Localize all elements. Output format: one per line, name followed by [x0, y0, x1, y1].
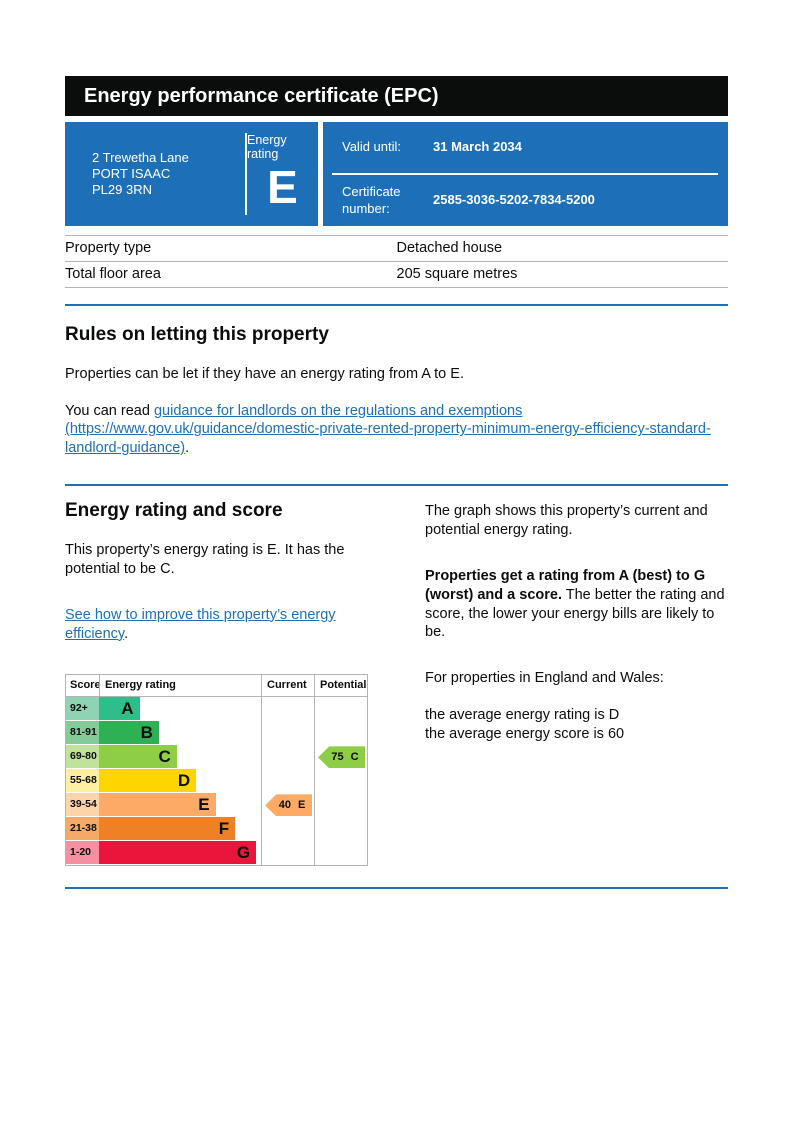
- letting-guidance-paragraph: You can read guidance for landlords on t…: [65, 402, 728, 459]
- epc-band-row-f: 21-38 F: [66, 817, 261, 842]
- improve-suffix: .: [124, 625, 129, 642]
- certificate-summary: 2 Trewetha Lane PORT ISAAC PL29 3RN Ener…: [65, 122, 728, 226]
- current-score: 40: [278, 799, 291, 812]
- epc-band-row-a: 92+ A: [66, 697, 261, 722]
- rating-summary-paragraph: This property’s energy rating is E. It h…: [65, 541, 345, 577]
- floor-area-value: 205 square metres: [396, 261, 728, 288]
- page-title: Energy performance certificate (EPC): [65, 76, 728, 116]
- energy-rating-value: E: [267, 161, 298, 213]
- epc-band-row-c: 69-80 C: [66, 745, 261, 770]
- property-address: 2 Trewetha Lane PORT ISAAC PL29 3RN: [65, 122, 245, 226]
- potential-rating-column: 75 C: [314, 697, 367, 866]
- rules-heading: Rules on letting this property: [65, 324, 329, 345]
- rating-heading: Energy rating and score: [65, 500, 283, 522]
- valid-until-value: 31 March 2034: [433, 139, 522, 155]
- property-type-label: Property type: [65, 235, 397, 262]
- epc-chart-header: Score Energy rating Current Potential: [66, 675, 367, 698]
- epc-band-row-e: 39-54 E: [66, 793, 261, 818]
- rating-explainer-paragraph: Properties get a rating from A (best) to…: [425, 567, 728, 642]
- letting-rule-paragraph: Properties can be let if they have an en…: [65, 365, 464, 382]
- current-band: E: [297, 799, 306, 812]
- address-line-1: 2 Trewetha Lane: [92, 149, 189, 165]
- vertical-divider: [245, 133, 247, 215]
- section-divider: [65, 304, 728, 306]
- certificate-number-label: Certificate number:: [342, 184, 401, 216]
- address-line-3: PL29 3RN: [92, 182, 152, 198]
- guidance-suffix: .: [185, 440, 190, 457]
- certificate-number-value: 2585-3036-5202-7834-5200: [433, 192, 595, 208]
- energy-rating-box: Energy rating E: [247, 122, 318, 226]
- averages-block: the average energy rating is D the avera…: [425, 706, 728, 744]
- england-wales-paragraph: For properties in England and Wales:: [425, 670, 664, 687]
- box-gap: [318, 122, 323, 226]
- guidance-prefix: You can read: [65, 402, 154, 419]
- current-rating-column: 40 E: [261, 697, 314, 866]
- white-divider: [332, 173, 718, 175]
- potential-band: C: [350, 751, 359, 764]
- current-column-header: Current: [261, 675, 314, 697]
- average-score-line: the average energy score is 60: [425, 725, 625, 742]
- potential-score: 75: [331, 751, 344, 764]
- table-row: Total floor area 205 square metres: [65, 261, 728, 288]
- epc-band-row-d: 55-68 D: [66, 769, 261, 794]
- potential-rating-arrow: 75 C: [318, 746, 365, 769]
- average-rating-line: the average energy rating is D: [425, 707, 620, 724]
- epc-rating-chart: Score Energy rating Current Potential 92…: [65, 674, 368, 867]
- improve-paragraph: See how to improve this property’s energ…: [65, 606, 397, 644]
- energy-rating-section: Energy rating and score This property’s …: [65, 500, 728, 867]
- validity-box: Valid until: 31 March 2034 Certificate n…: [323, 122, 728, 226]
- energy-rating-column-header: Energy rating: [99, 675, 261, 697]
- property-details-table: Property type Detached house Total floor…: [65, 235, 728, 288]
- section-divider: [65, 484, 728, 487]
- epc-band-row-g: 1-20 G: [66, 841, 261, 866]
- graph-description-paragraph: The graph shows this property’s current …: [425, 503, 708, 539]
- valid-until-label: Valid until:: [342, 139, 402, 155]
- improve-efficiency-link[interactable]: See how to improve this property’s energ…: [65, 606, 336, 642]
- address-line-2: PORT ISAAC: [92, 165, 171, 181]
- floor-area-label: Total floor area: [65, 261, 397, 288]
- score-column-header: Score: [70, 679, 101, 692]
- potential-column-header: Potential: [314, 675, 367, 697]
- rating-explainer-rest: The better the rating and score, the low…: [425, 586, 725, 641]
- landlord-guidance-link[interactable]: guidance for landlords on the regulation…: [65, 402, 711, 457]
- current-rating-arrow: 40 E: [265, 794, 312, 817]
- epc-band-row-b: 81-91 B: [66, 721, 261, 746]
- property-type-value: Detached house: [396, 235, 728, 262]
- rating-explainer-bold: Properties get a rating from A (best) to…: [425, 567, 706, 603]
- energy-rating-label: Energy rating: [247, 133, 287, 161]
- table-row: Property type Detached house: [65, 235, 728, 262]
- epc-band-rows: 92+ A 81-91 B 69-80 C 55-68 D 39-54 E 21-38 F 1-20 G: [66, 697, 261, 866]
- section-divider: [65, 887, 728, 890]
